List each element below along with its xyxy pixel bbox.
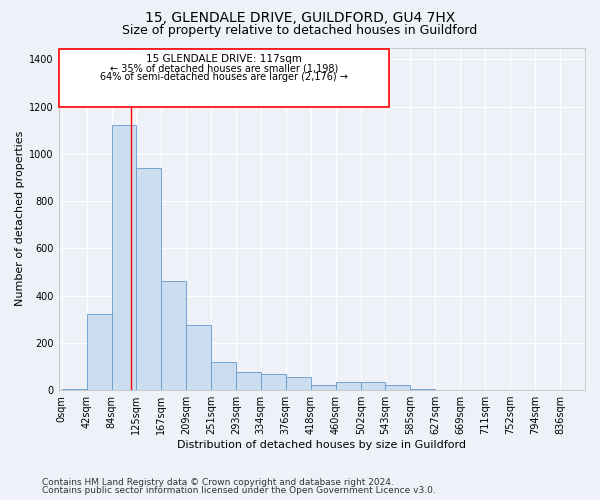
Text: Contains HM Land Registry data © Crown copyright and database right 2024.: Contains HM Land Registry data © Crown c…	[42, 478, 394, 487]
Bar	[261, 374, 286, 390]
Bar	[161, 282, 186, 390]
Bar	[211, 362, 236, 390]
Bar	[286, 377, 311, 390]
Bar	[410, 389, 436, 390]
Bar	[62, 389, 86, 390]
Bar	[236, 372, 261, 390]
Text: 15 GLENDALE DRIVE: 117sqm: 15 GLENDALE DRIVE: 117sqm	[146, 54, 302, 64]
Bar	[311, 386, 336, 390]
Text: Contains public sector information licensed under the Open Government Licence v3: Contains public sector information licen…	[42, 486, 436, 495]
Text: 15, GLENDALE DRIVE, GUILDFORD, GU4 7HX: 15, GLENDALE DRIVE, GUILDFORD, GU4 7HX	[145, 11, 455, 25]
Bar	[385, 386, 410, 390]
Bar	[361, 382, 385, 390]
Bar	[59, 48, 389, 106]
Text: Size of property relative to detached houses in Guildford: Size of property relative to detached ho…	[122, 24, 478, 37]
Bar	[336, 382, 361, 390]
Text: 64% of semi-detached houses are larger (2,176) →: 64% of semi-detached houses are larger (…	[100, 72, 348, 83]
Y-axis label: Number of detached properties: Number of detached properties	[15, 131, 25, 306]
Bar	[112, 126, 136, 390]
Bar	[86, 314, 112, 390]
X-axis label: Distribution of detached houses by size in Guildford: Distribution of detached houses by size …	[178, 440, 466, 450]
Text: ← 35% of detached houses are smaller (1,198): ← 35% of detached houses are smaller (1,…	[110, 64, 338, 74]
Bar	[136, 168, 161, 390]
Bar	[186, 325, 211, 390]
